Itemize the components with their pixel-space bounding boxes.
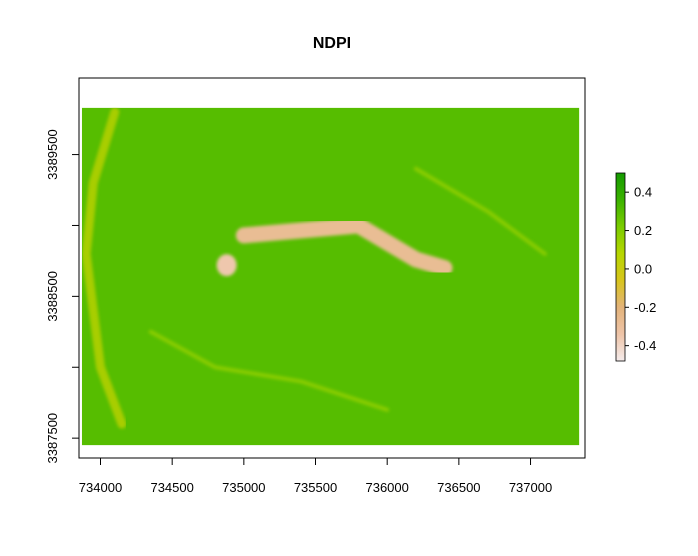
y-tick-label: 3387500 <box>45 413 60 464</box>
colorbar-tick-label: 0.2 <box>634 223 652 238</box>
raster-region-river <box>81 107 127 429</box>
colorbar-tick-label: 0.4 <box>634 185 652 200</box>
colorbar-tick-label: 0.0 <box>634 261 652 276</box>
plot-frame <box>78 77 586 459</box>
x-tick-label: 735000 <box>222 480 265 495</box>
x-tick-label: 737000 <box>509 480 552 495</box>
raster-region-stream <box>413 166 547 256</box>
colorbar-tick-label: -0.2 <box>634 300 656 315</box>
raster-region-patch <box>216 254 237 277</box>
y-tick-label: 3388500 <box>45 271 60 322</box>
x-tick-label: 735500 <box>294 480 337 495</box>
raster-region-stream <box>148 329 390 412</box>
raster-image <box>81 107 580 446</box>
x-tick-label: 736000 <box>365 480 408 495</box>
colorbar-swatch <box>615 172 626 362</box>
chart-title: NDPI <box>313 35 351 52</box>
y-tick-label: 3389500 <box>45 129 60 180</box>
x-tick-label: 734500 <box>150 480 193 495</box>
raster-region-ridge <box>235 217 453 276</box>
x-axis: 734000 734500 735000 735500 736000 736500 7370… <box>79 458 552 495</box>
x-tick-label: 734000 <box>79 480 122 495</box>
colorbar-legend: 0.4 0.2 0.0 -0.2 -0.4 <box>615 172 656 362</box>
colorbar-ticks: 0.4 0.2 0.0 -0.2 -0.4 <box>625 185 656 353</box>
x-tick-label: 736500 <box>437 480 480 495</box>
y-axis: 3387500 3388500 3389500 <box>45 129 79 463</box>
raster-background <box>81 107 580 446</box>
colorbar-tick-label: -0.4 <box>634 338 656 353</box>
